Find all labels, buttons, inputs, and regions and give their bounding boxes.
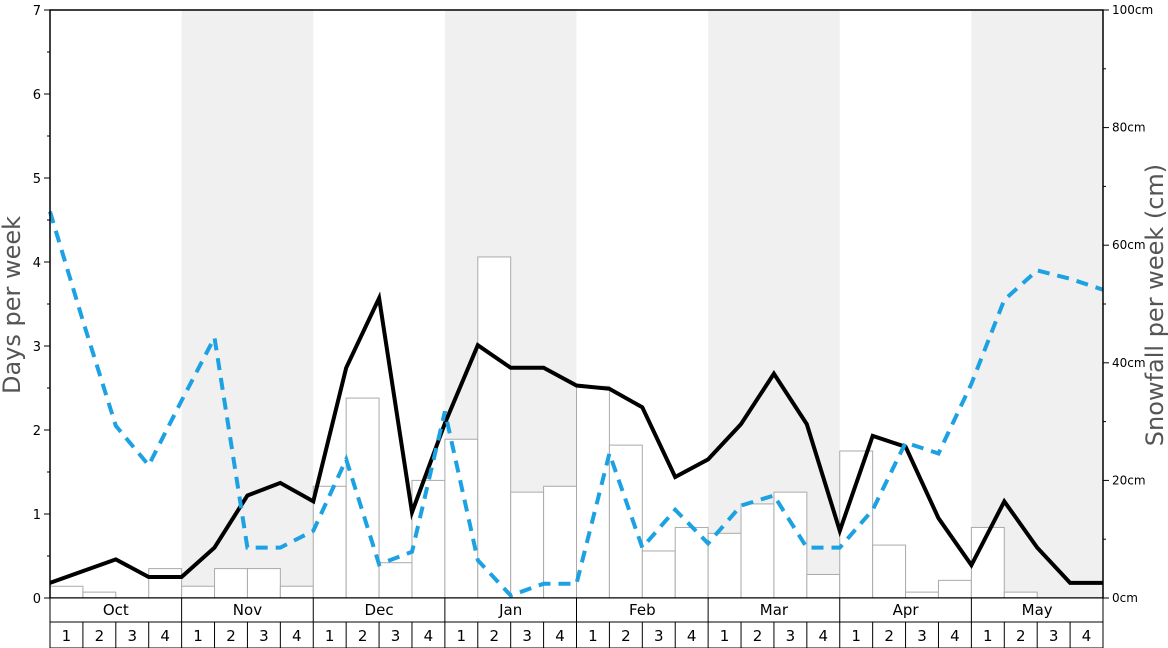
snowfall-bar bbox=[839, 450, 874, 599]
snowfall-bar bbox=[181, 585, 216, 599]
month-label: May bbox=[1022, 601, 1053, 619]
left-axis: 0 1 2 3 4 5 6 7 bbox=[33, 4, 50, 607]
solid-series-line bbox=[49, 291, 1103, 585]
left-tick-label: 5 bbox=[33, 172, 41, 187]
right-tick-label: 20cm bbox=[1112, 473, 1146, 487]
week-label: 2 bbox=[884, 627, 894, 645]
week-label: 2 bbox=[358, 627, 368, 645]
week-label: 4 bbox=[687, 627, 697, 645]
week-label: 4 bbox=[555, 627, 565, 645]
week-label: 2 bbox=[226, 627, 236, 645]
snowfall-bar bbox=[312, 485, 347, 599]
week-label: 1 bbox=[983, 627, 993, 645]
snowfall-bar bbox=[246, 568, 281, 599]
week-label: 3 bbox=[917, 627, 927, 645]
month-label: Nov bbox=[233, 601, 262, 619]
snowfall-bar bbox=[49, 585, 84, 599]
snowfall-bar bbox=[773, 491, 808, 599]
week-label: 4 bbox=[819, 627, 829, 645]
week-label: 3 bbox=[127, 627, 137, 645]
right-axis-title: Snowfall per week (cm) bbox=[1141, 164, 1168, 446]
left-axis-title: Days per week bbox=[0, 216, 26, 394]
week-label: 3 bbox=[522, 627, 532, 645]
week-label: 1 bbox=[193, 627, 203, 645]
left-tick-label: 0 bbox=[33, 592, 41, 607]
snowfall-bar bbox=[510, 491, 545, 599]
snowfall-bar bbox=[279, 585, 314, 599]
month-label: Oct bbox=[103, 601, 129, 619]
left-tick-label: 7 bbox=[33, 4, 41, 19]
right-tick-label: 0cm bbox=[1112, 591, 1138, 605]
week-label: 4 bbox=[292, 627, 302, 645]
week-label: 1 bbox=[62, 627, 72, 645]
snowfall-bar bbox=[477, 256, 512, 599]
snowfall-bar bbox=[1003, 591, 1038, 599]
month-label: Jan bbox=[498, 601, 522, 619]
dashed-series-line bbox=[48, 211, 1104, 598]
week-label: 3 bbox=[654, 627, 664, 645]
week-label: 3 bbox=[391, 627, 401, 645]
right-tick-label: 40cm bbox=[1112, 356, 1146, 370]
month-label: Feb bbox=[629, 601, 656, 619]
week-label: 1 bbox=[325, 627, 335, 645]
snowfall-bar bbox=[345, 397, 380, 599]
week-label: 1 bbox=[457, 627, 467, 645]
month-label: Dec bbox=[365, 601, 394, 619]
right-tick-label: 100cm bbox=[1112, 3, 1153, 17]
week-label: 4 bbox=[160, 627, 170, 645]
snowfall-bar bbox=[872, 544, 907, 599]
week-label: 4 bbox=[1082, 627, 1092, 645]
month-label: Mar bbox=[760, 601, 789, 619]
right-axis: 0cm 20cm 40cm 60cm 80cm 100cm bbox=[1103, 3, 1153, 605]
week-label: 2 bbox=[753, 627, 763, 645]
week-label: 1 bbox=[851, 627, 861, 645]
snowfall-bar bbox=[905, 591, 939, 599]
snowfall-bar bbox=[214, 568, 248, 599]
week-label: 3 bbox=[1049, 627, 1059, 645]
snowfall-bar bbox=[937, 579, 972, 599]
snowfall-bar bbox=[444, 438, 479, 599]
left-tick-label: 4 bbox=[33, 256, 41, 271]
right-tick-label: 60cm bbox=[1112, 238, 1146, 252]
month-label: Apr bbox=[893, 601, 920, 619]
snowfall-bar bbox=[740, 503, 775, 599]
left-tick-label: 1 bbox=[33, 508, 41, 523]
week-label: 4 bbox=[950, 627, 960, 645]
week-label: 2 bbox=[621, 627, 631, 645]
left-tick-label: 3 bbox=[33, 340, 41, 355]
right-tick-label: 80cm bbox=[1112, 121, 1146, 135]
snowfall-bar bbox=[378, 562, 413, 599]
month-week-axis: Oct Nov Dec Jan Feb Mar Apr May 1 2 3 4 1 2 3 4 1 2 3 4 1 2 3 4… bbox=[49, 597, 1104, 648]
week-label: 2 bbox=[489, 627, 499, 645]
week-label: 2 bbox=[1016, 627, 1026, 645]
snowfall-bar bbox=[543, 485, 577, 599]
week-label: 4 bbox=[424, 627, 434, 645]
snowfall-bar bbox=[576, 385, 610, 599]
week-label: 1 bbox=[588, 627, 598, 645]
month-band-nov bbox=[181, 10, 314, 598]
snowfall-bar bbox=[970, 526, 1005, 599]
left-tick-label: 2 bbox=[33, 424, 41, 439]
week-label: 3 bbox=[786, 627, 796, 645]
left-tick-label: 6 bbox=[33, 88, 41, 103]
snowfall-bar bbox=[641, 550, 676, 599]
week-label: 3 bbox=[259, 627, 269, 645]
snowfall-bar bbox=[806, 573, 841, 599]
snowfall-bar bbox=[82, 591, 117, 599]
week-label: 1 bbox=[720, 627, 730, 645]
snowfall-bar bbox=[707, 532, 742, 599]
snowfall-bar bbox=[148, 568, 183, 599]
month-band-may bbox=[971, 10, 1103, 598]
week-label: 2 bbox=[95, 627, 105, 645]
series-lines bbox=[48, 211, 1104, 598]
